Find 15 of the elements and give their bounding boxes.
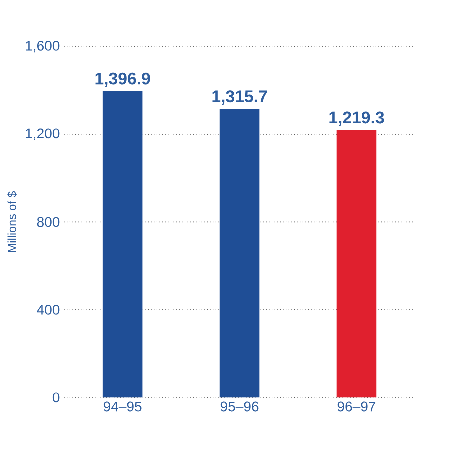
x-tick-label: 94–95	[104, 402, 142, 412]
y-tick-label: 400	[37, 304, 60, 315]
data-label: 1,396.9	[96, 72, 150, 88]
y-tick-label: 1,200	[26, 128, 60, 140]
y-axis-title: Millions of $	[8, 191, 18, 252]
x-tick-label: 96–97	[338, 402, 376, 412]
x-tick-label: 95–96	[220, 402, 259, 412]
data-label: 1,315.7	[212, 90, 268, 105]
y-tick-label: 0	[52, 392, 60, 403]
bar	[220, 109, 260, 398]
bar	[336, 130, 377, 398]
data-label: 1,219.3	[330, 112, 384, 126]
bar	[102, 91, 143, 398]
y-tick-label: 800	[37, 217, 60, 228]
y-tick-label: 1,600	[26, 40, 60, 53]
